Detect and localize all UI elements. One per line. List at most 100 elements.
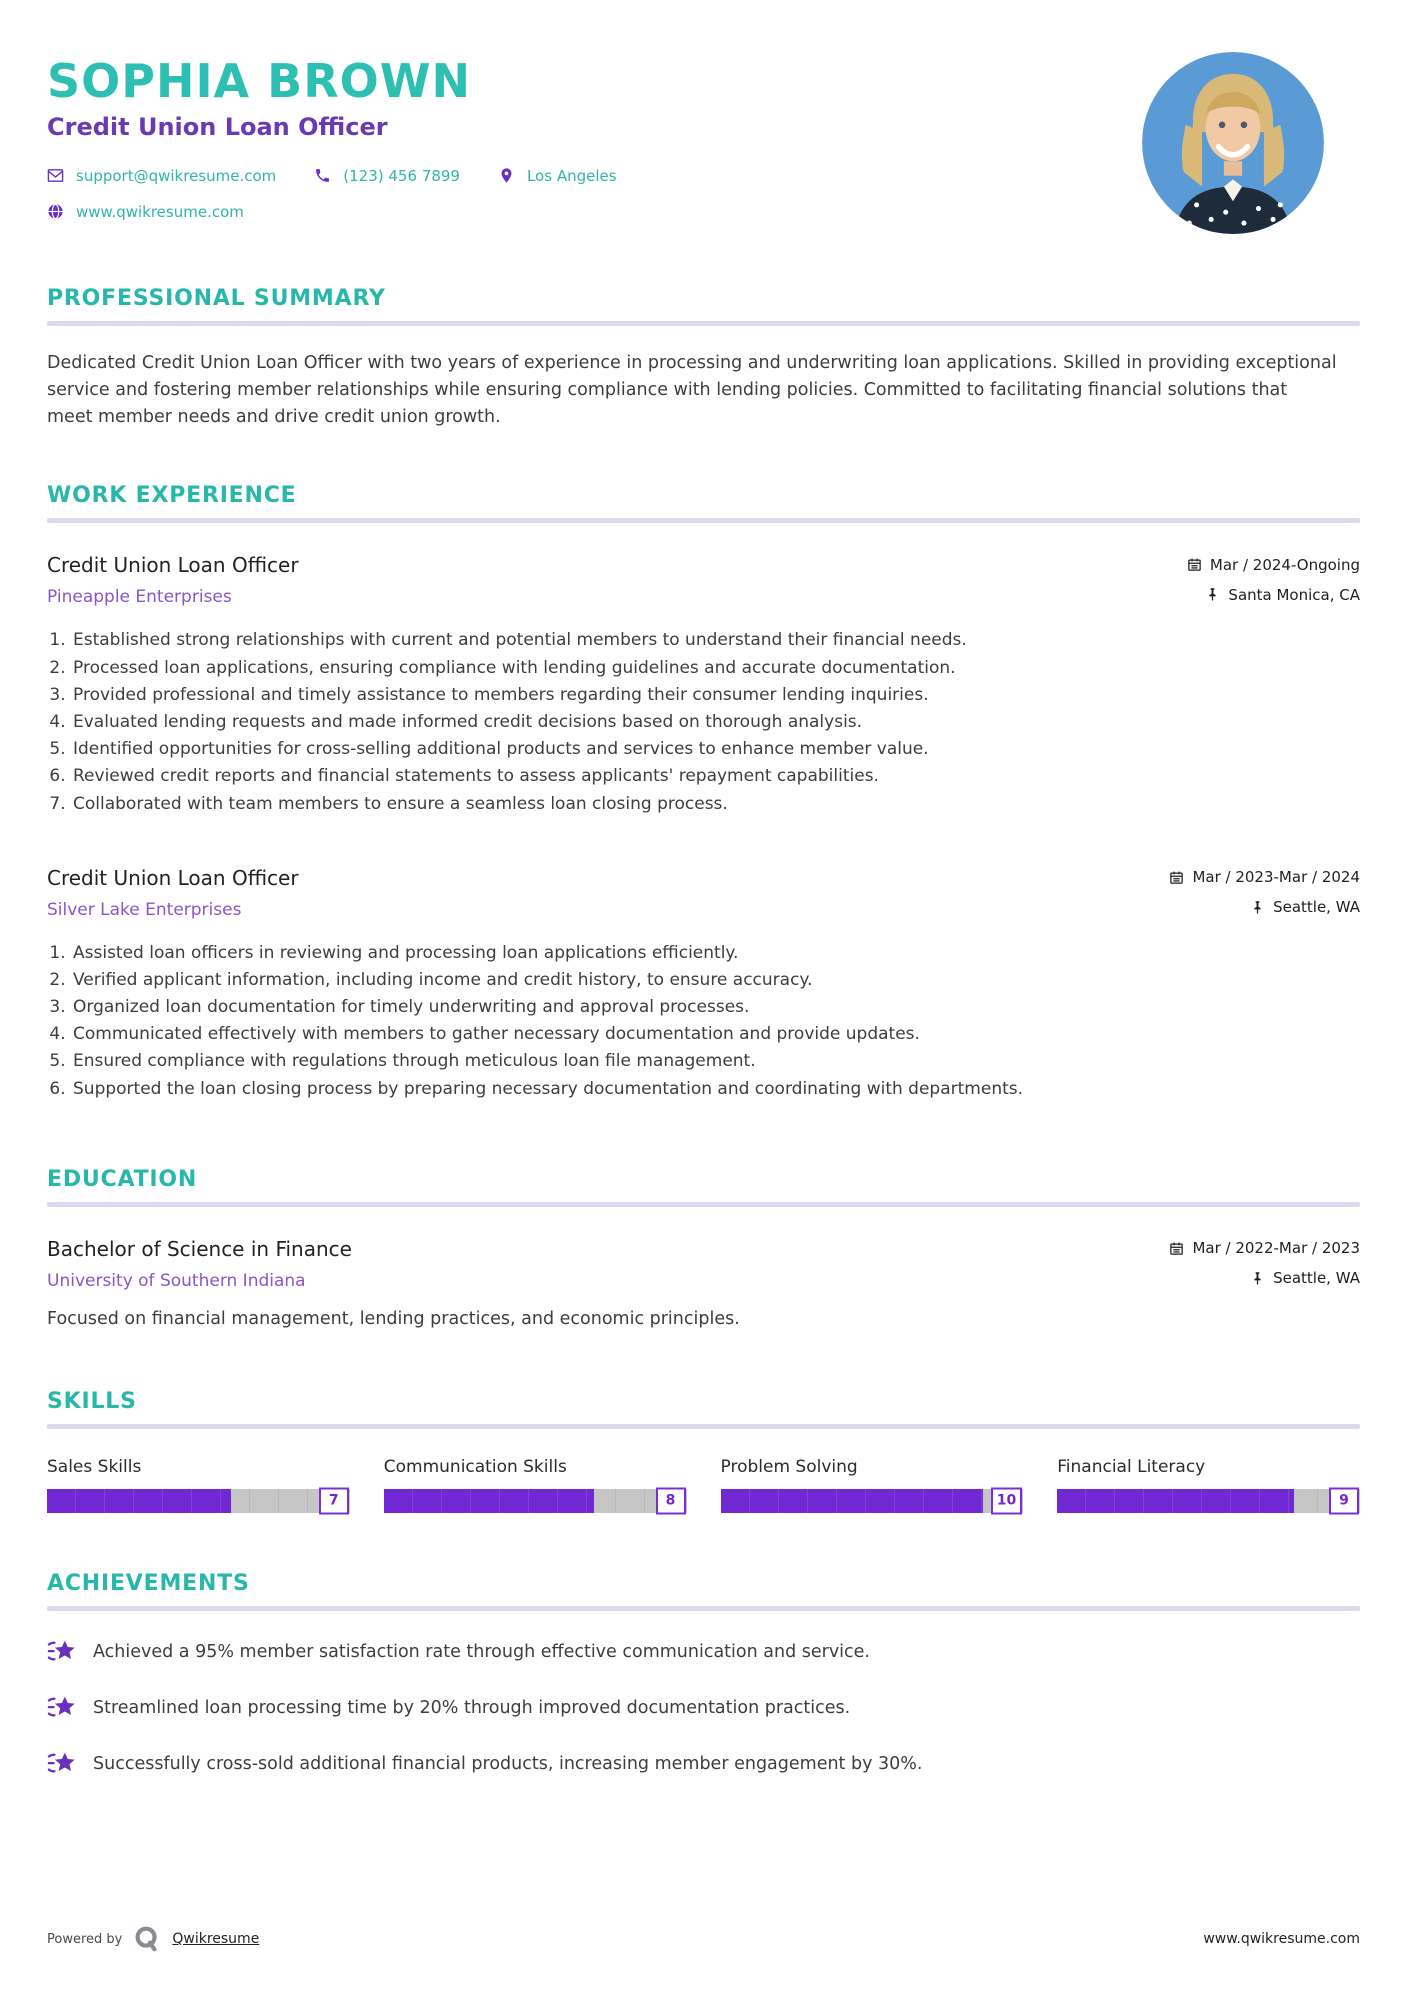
shooting-star-icon [47,1752,75,1773]
contact-row-1: support@qwikresume.com (123) 456 7899 Lo… [47,167,1142,185]
skill-item: Communication Skills 8 [383,1456,687,1515]
skill-bar: 7 [47,1487,350,1515]
job-dates-text: Mar / 2024-Ongoing [1209,555,1360,574]
skill-item: Sales Skills 7 [47,1456,350,1515]
education-dates-text: Mar / 2022-Mar / 2023 [1192,1239,1360,1258]
calendar-icon [1188,558,1201,572]
section-divider [47,518,1360,524]
job-bullet: Identified opportunities for cross-selli… [71,736,1360,763]
education-description: Focused on financial management, lending… [47,1308,740,1329]
skill-item: Financial Literacy 9 [1057,1456,1360,1515]
job-bullet: Reviewed credit reports and financial st… [71,763,1360,790]
skills-grid: Sales Skills 7 Communication Skills 8 Pr… [47,1456,1360,1515]
phone-icon [316,169,330,182]
achievement-text: Successfully cross-sold additional finan… [93,1753,923,1774]
skill-item: Problem Solving 10 [720,1457,1024,1515]
skill-fill [47,1488,231,1513]
education-heading: EDUCATION [47,1166,198,1192]
summary-heading: PROFESSIONAL SUMMARY [47,286,386,311]
achievements-heading: ACHIEVEMENTS [47,1570,250,1596]
header: SOPHIA BROWN Credit Union Loan Officer s… [47,44,1360,234]
pushpin-icon [1254,900,1261,914]
skill-name: Sales Skills [47,1456,142,1477]
footer-website: www.qwikresume.com [1203,1931,1360,1947]
job-dates-text: Mar / 2023-Mar / 2024 [1192,868,1360,887]
job-bullet: Communicated effectively with members to… [71,1021,1360,1048]
footer: Powered by Qwikresume www.qwikresume.com [47,1884,1360,1954]
achievement-item: Achieved a 95% member satisfaction rate … [47,1637,1360,1667]
experience-heading: WORK EXPERIENCE [47,483,297,509]
contact-location: Los Angeles [498,167,617,185]
achievement-text: Achieved a 95% member satisfaction rate … [93,1641,870,1662]
job-location: Seattle, WA [1250,898,1360,916]
job-bullet: Assisted loan officers in reviewing and … [71,940,1360,967]
contact-row-2: www.qwikresume.com [47,203,1142,221]
calendar-icon [1170,1242,1184,1255]
job-bullet: Ensured compliance with regulations thro… [71,1048,1360,1075]
job-entry: Credit Union Loan Officer Mar / 2023-Mar… [47,866,1360,1103]
skill-bar: 9 [1057,1487,1360,1515]
job-location: Santa Monica, CA [1205,586,1360,604]
job-entry: Credit Union Loan Officer Mar / 2024-Ong… [47,553,1360,817]
skill-fill [720,1488,984,1513]
person-job-title: Credit Union Loan Officer [47,112,388,141]
contact-phone[interactable]: (123) 456 7899 [314,167,460,185]
job-bullet-list: Assisted loan officers in reviewing and … [51,940,1360,1103]
job-bullet-list: Established strong relationships with cu… [51,627,1360,817]
job-dates: Mar / 2024-Ongoing [1187,556,1360,574]
job-bullet: Verified applicant information, includin… [71,967,1360,994]
achievement-item: Successfully cross-sold additional finan… [47,1749,1360,1779]
powered-by-label: Powered by [47,1931,123,1947]
job-title: Credit Union Loan Officer [47,865,299,890]
skill-level-badge: 8 [655,1487,686,1515]
education-dates: Mar / 2022-Mar / 2023 [1169,1239,1360,1257]
location-pin-icon [501,168,512,183]
section-divider [47,1201,1360,1207]
avatar [1142,52,1324,234]
footer-brand: Powered by Qwikresume [47,1924,259,1954]
job-bullet: Established strong relationships with cu… [71,627,1360,654]
contact-email[interactable]: support@qwikresume.com [47,167,276,185]
skill-level-badge: 7 [318,1487,349,1515]
job-bullet: Provided professional and timely assista… [71,682,1360,709]
job-dates: Mar / 2023-Mar / 2024 [1169,868,1360,886]
skill-bar: 10 [720,1487,1024,1515]
contact-website-text: www.qwikresume.com [76,202,244,221]
job-bullet: Organized loan documentation for timely … [71,994,1360,1021]
achievement-item: Streamlined loan processing time by 20% … [47,1693,1360,1723]
pushpin-icon [1209,588,1217,602]
skill-name: Financial Literacy [1057,1456,1206,1477]
globe-icon [48,203,63,220]
skill-name: Communication Skills [383,1456,567,1477]
job-company: Silver Lake Enterprises [47,899,242,920]
qwikresume-logo-icon [135,1926,157,1952]
education-location-text: Seattle, WA [1273,1269,1360,1288]
job-bullet: Evaluated lending requests and made info… [71,709,1360,736]
job-bullet: Supported the loan closing process by pr… [71,1076,1360,1103]
pushpin-icon [1254,1272,1261,1285]
skill-level-badge: 9 [1329,1487,1359,1515]
job-title: Credit Union Loan Officer [47,553,299,578]
profile-photo [1142,52,1324,234]
skill-level-badge: 10 [990,1487,1023,1515]
header-identity: SOPHIA BROWN Credit Union Loan Officer s… [47,44,1142,221]
qwikresume-link[interactable]: Qwikresume [172,1931,260,1947]
section-summary: PROFESSIONAL SUMMARY Dedicated Credit Un… [47,286,1360,431]
job-location-text: Seattle, WA [1273,898,1360,917]
skill-bar: 8 [383,1487,687,1515]
section-divider [47,321,1360,326]
calendar-icon [1170,871,1184,884]
job-company: Pineapple Enterprises [47,587,232,608]
shooting-star-icon [47,1640,75,1661]
school-name: University of Southern Indiana [47,1270,306,1291]
contact-website[interactable]: www.qwikresume.com [47,203,244,221]
job-location-text: Santa Monica, CA [1228,585,1360,604]
section-skills: SKILLS Sales Skills 7 Communication Skil… [47,1389,1360,1515]
job-bullet: Collaborated with team members to ensure… [71,791,1360,818]
job-bullet: Processed loan applications, ensuring co… [71,655,1360,682]
section-divider [47,1605,1360,1611]
skill-fill [383,1488,594,1513]
section-education: EDUCATION Bachelor of Science in Finance… [47,1167,1360,1329]
person-name: SOPHIA BROWN [47,54,472,108]
